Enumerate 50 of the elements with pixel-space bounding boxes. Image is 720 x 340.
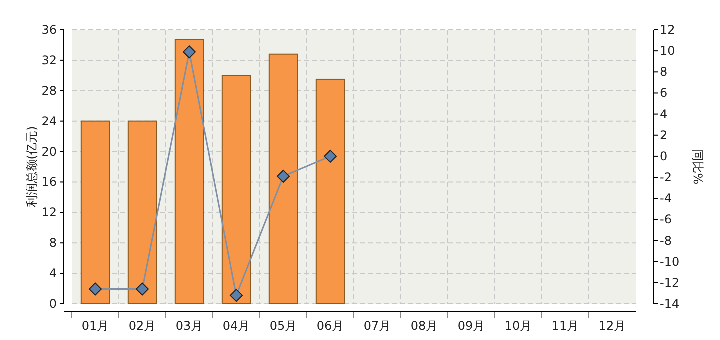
y2-tick-label: 10 xyxy=(660,44,676,58)
y2-tick-label: 0 xyxy=(660,149,668,164)
y2-tick-label: -14 xyxy=(660,297,680,311)
point xyxy=(183,46,196,59)
x-tick-label: 07月 xyxy=(364,319,392,333)
bar xyxy=(316,78,346,304)
x-tick-label: 06月 xyxy=(316,319,344,333)
y2-tick-label: 6 xyxy=(660,86,668,100)
x-tick-label: 12月 xyxy=(598,319,626,333)
y-tick-label: 0 xyxy=(49,297,57,311)
y2-tick-label: -10 xyxy=(660,254,680,269)
y-tick-label: 12 xyxy=(42,206,57,220)
y2-tick-label: -6 xyxy=(660,212,672,227)
y-tick-label: 24 xyxy=(42,114,57,128)
point xyxy=(136,282,149,296)
y2-tick-label: 4 xyxy=(660,107,668,122)
y2-tick-label: 12 xyxy=(660,23,676,37)
y2-axis-title: 同比% xyxy=(691,149,705,185)
y-tick-label: 4 xyxy=(49,266,57,281)
x-tick-label: 01月 xyxy=(82,319,110,333)
bar xyxy=(268,54,298,304)
y-tick-label: 28 xyxy=(42,84,57,98)
y-axis-title: 利润总额(亿元) xyxy=(25,126,39,208)
y2-tick-label: 2 xyxy=(660,128,668,142)
y2-tick-label: -8 xyxy=(660,234,672,248)
y-tick-label: 36 xyxy=(42,23,57,37)
point xyxy=(89,282,102,296)
bar xyxy=(222,75,252,304)
point xyxy=(324,150,337,163)
x-tick-label: 08月 xyxy=(410,319,438,333)
x-tick-label: 05月 xyxy=(270,319,298,333)
y2-tick-label: 8 xyxy=(660,65,668,80)
y2-tick-label: -4 xyxy=(660,192,672,206)
y2-tick-label: -2 xyxy=(660,170,672,185)
point xyxy=(230,289,243,302)
y-tick-label: 20 xyxy=(42,144,57,159)
bar xyxy=(174,39,204,304)
y-tick-label: 16 xyxy=(42,175,57,190)
x-tick-label: 04月 xyxy=(222,319,250,333)
point xyxy=(277,170,290,183)
y-tick-label: 8 xyxy=(49,236,57,250)
x-tick-label: 10月 xyxy=(504,319,532,333)
y-tick-label: 32 xyxy=(42,53,57,68)
y2-tick-label: -12 xyxy=(660,276,680,290)
x-tick-label: 03月 xyxy=(176,319,204,333)
bar xyxy=(128,120,158,304)
x-tick-label: 11月 xyxy=(552,319,580,333)
bar xyxy=(80,120,110,304)
x-tick-label: 02月 xyxy=(128,319,156,333)
x-tick-label: 09月 xyxy=(458,319,486,333)
